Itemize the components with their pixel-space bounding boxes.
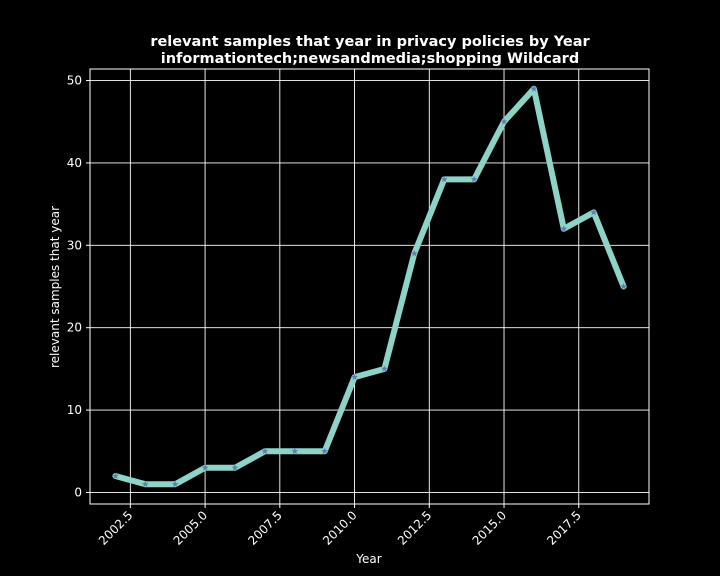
y-tick-label: 10 — [67, 403, 82, 417]
y-tick-label: 30 — [67, 238, 82, 252]
data-point-marker — [171, 480, 179, 488]
x-tick-label: 2015.0 — [470, 508, 510, 548]
x-tick-label: 2017.5 — [544, 508, 584, 548]
data-point-marker — [261, 447, 269, 455]
x-axis-ticks: 2002.5 2005.0 2007.5 2010.0 2012.5 2015.0 2017… — [96, 504, 584, 548]
chart-subtitle: informationtech;newsandmedia;shopping Wi… — [161, 51, 579, 67]
data-point-marker — [111, 472, 119, 479]
y-axis-ticks: 0 10 20 30 40 50 — [67, 74, 90, 499]
data-point-marker — [530, 85, 538, 92]
x-tick-label: 2010.0 — [320, 508, 360, 548]
x-axis-label: Year — [355, 552, 381, 566]
data-point-marker — [560, 225, 568, 232]
y-tick-label: 0 — [74, 485, 82, 499]
series-line — [112, 85, 627, 488]
y-tick-label: 50 — [67, 74, 82, 88]
data-point-marker — [440, 175, 448, 183]
data-point-marker — [141, 480, 149, 488]
data-point-marker — [410, 249, 418, 257]
data-point-marker — [291, 447, 299, 455]
data-point-marker — [351, 373, 358, 381]
y-axis-label: relevant samples that year — [48, 206, 62, 368]
x-tick-label: 2007.5 — [245, 508, 285, 548]
data-point-marker — [470, 175, 478, 183]
data-point-marker — [381, 365, 388, 372]
x-tick-label: 2005.0 — [171, 508, 211, 548]
chart-title: relevant samples that year in privacy po… — [150, 34, 590, 50]
x-tick-label: 2012.5 — [395, 508, 435, 548]
grid — [90, 69, 649, 504]
y-tick-label: 40 — [67, 156, 82, 170]
series — [111, 85, 628, 488]
data-point-marker — [500, 118, 508, 125]
data-point-marker — [321, 447, 329, 455]
x-tick-label: 2002.5 — [96, 508, 136, 548]
data-point-marker — [201, 464, 209, 471]
data-point-marker — [590, 208, 598, 216]
data-point-marker — [620, 282, 628, 290]
data-point-marker — [231, 464, 239, 471]
y-tick-label: 20 — [67, 321, 82, 335]
plot-frame — [89, 68, 650, 505]
